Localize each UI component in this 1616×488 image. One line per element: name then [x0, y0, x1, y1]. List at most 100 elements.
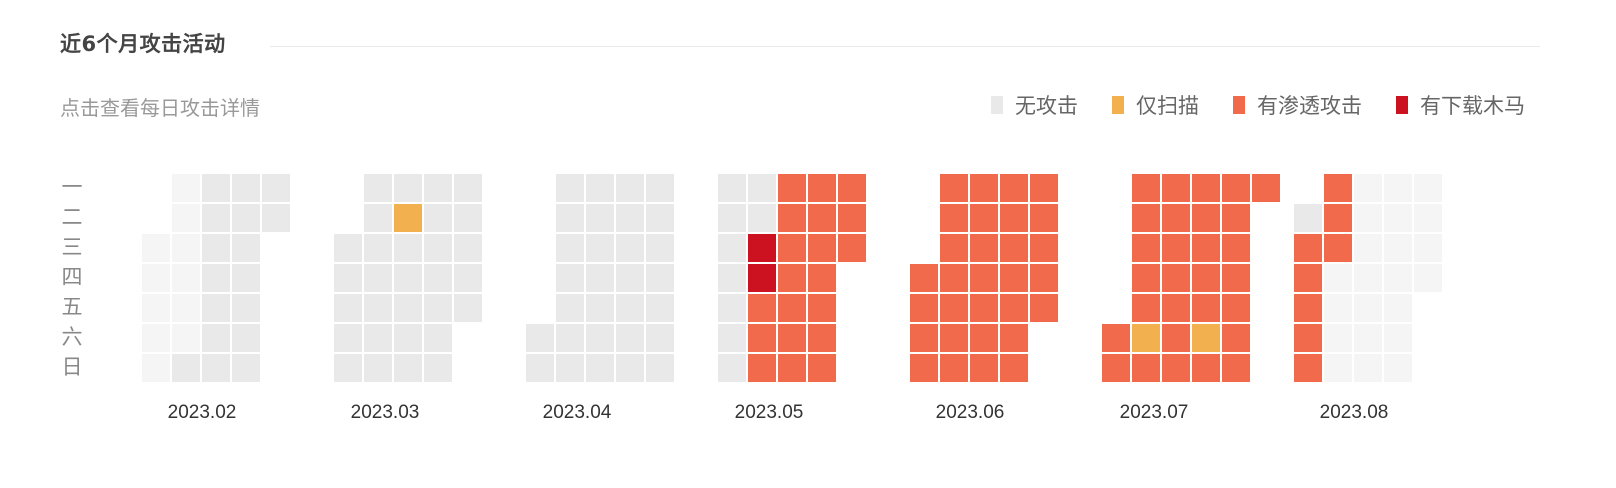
day-cell[interactable] — [1000, 234, 1028, 262]
day-cell[interactable] — [1132, 204, 1160, 232]
day-cell[interactable] — [1192, 174, 1220, 202]
day-cell[interactable] — [364, 234, 392, 262]
day-cell[interactable] — [1132, 174, 1160, 202]
day-cell[interactable] — [1294, 294, 1322, 322]
day-cell[interactable] — [454, 264, 482, 292]
day-cell[interactable] — [394, 354, 422, 382]
day-cell[interactable] — [616, 264, 644, 292]
day-cell[interactable] — [646, 234, 674, 262]
day-cell[interactable] — [646, 294, 674, 322]
day-cell[interactable] — [718, 234, 746, 262]
day-cell[interactable] — [1192, 294, 1220, 322]
day-cell[interactable] — [1324, 174, 1352, 202]
day-cell[interactable] — [808, 354, 836, 382]
day-cell[interactable] — [718, 294, 746, 322]
day-cell[interactable] — [232, 354, 260, 382]
day-cell[interactable] — [1294, 324, 1322, 352]
day-cell[interactable] — [1162, 204, 1190, 232]
day-cell[interactable] — [586, 234, 614, 262]
day-cell[interactable] — [586, 174, 614, 202]
day-cell[interactable] — [1000, 354, 1028, 382]
day-cell[interactable] — [748, 174, 776, 202]
day-cell[interactable] — [454, 204, 482, 232]
day-cell[interactable] — [970, 294, 998, 322]
day-cell[interactable] — [748, 264, 776, 292]
day-cell[interactable] — [424, 264, 452, 292]
day-cell[interactable] — [940, 324, 968, 352]
day-cell[interactable] — [718, 174, 746, 202]
day-cell[interactable] — [1132, 354, 1160, 382]
day-cell[interactable] — [202, 264, 230, 292]
day-cell[interactable] — [778, 174, 806, 202]
day-cell[interactable] — [1324, 234, 1352, 262]
day-cell[interactable] — [910, 324, 938, 352]
day-cell[interactable] — [1000, 324, 1028, 352]
day-cell[interactable] — [232, 264, 260, 292]
day-cell[interactable] — [556, 264, 584, 292]
day-cell[interactable] — [586, 264, 614, 292]
day-cell[interactable] — [778, 234, 806, 262]
day-cell[interactable] — [1294, 354, 1322, 382]
day-cell[interactable] — [778, 294, 806, 322]
day-cell[interactable] — [586, 354, 614, 382]
day-cell[interactable] — [808, 204, 836, 232]
day-cell[interactable] — [646, 324, 674, 352]
day-cell[interactable] — [808, 324, 836, 352]
day-cell[interactable] — [454, 234, 482, 262]
day-cell[interactable] — [808, 174, 836, 202]
day-cell[interactable] — [424, 204, 452, 232]
day-cell[interactable] — [1222, 234, 1250, 262]
day-cell[interactable] — [748, 204, 776, 232]
day-cell[interactable] — [778, 264, 806, 292]
day-cell[interactable] — [646, 174, 674, 202]
day-cell[interactable] — [1252, 174, 1280, 202]
day-cell[interactable] — [1030, 294, 1058, 322]
day-cell[interactable] — [1000, 174, 1028, 202]
day-cell[interactable] — [1000, 264, 1028, 292]
day-cell[interactable] — [778, 324, 806, 352]
day-cell[interactable] — [646, 204, 674, 232]
day-cell[interactable] — [424, 234, 452, 262]
day-cell[interactable] — [1132, 234, 1160, 262]
day-cell[interactable] — [1222, 354, 1250, 382]
day-cell[interactable] — [364, 294, 392, 322]
day-cell[interactable] — [364, 324, 392, 352]
day-cell[interactable] — [940, 354, 968, 382]
day-cell[interactable] — [970, 264, 998, 292]
day-cell[interactable] — [646, 264, 674, 292]
day-cell[interactable] — [394, 204, 422, 232]
day-cell[interactable] — [1030, 234, 1058, 262]
day-cell[interactable] — [940, 204, 968, 232]
day-cell[interactable] — [232, 174, 260, 202]
day-cell[interactable] — [616, 294, 644, 322]
day-cell[interactable] — [334, 294, 362, 322]
day-cell[interactable] — [364, 174, 392, 202]
day-cell[interactable] — [940, 234, 968, 262]
day-cell[interactable] — [262, 204, 290, 232]
day-cell[interactable] — [454, 294, 482, 322]
day-cell[interactable] — [748, 354, 776, 382]
legend-item-scan[interactable]: 仅扫描 — [1112, 90, 1199, 120]
day-cell[interactable] — [1162, 294, 1190, 322]
day-cell[interactable] — [526, 354, 554, 382]
day-cell[interactable] — [202, 174, 230, 202]
day-cell[interactable] — [940, 174, 968, 202]
day-cell[interactable] — [586, 324, 614, 352]
day-cell[interactable] — [172, 354, 200, 382]
day-cell[interactable] — [334, 234, 362, 262]
day-cell[interactable] — [556, 324, 584, 352]
day-cell[interactable] — [202, 204, 230, 232]
day-cell[interactable] — [586, 204, 614, 232]
day-cell[interactable] — [202, 234, 230, 262]
day-cell[interactable] — [334, 324, 362, 352]
day-cell[interactable] — [808, 294, 836, 322]
day-cell[interactable] — [556, 204, 584, 232]
day-cell[interactable] — [1162, 324, 1190, 352]
day-cell[interactable] — [838, 204, 866, 232]
day-cell[interactable] — [1000, 294, 1028, 322]
day-cell[interactable] — [364, 204, 392, 232]
day-cell[interactable] — [232, 324, 260, 352]
day-cell[interactable] — [1192, 354, 1220, 382]
day-cell[interactable] — [778, 354, 806, 382]
day-cell[interactable] — [748, 234, 776, 262]
